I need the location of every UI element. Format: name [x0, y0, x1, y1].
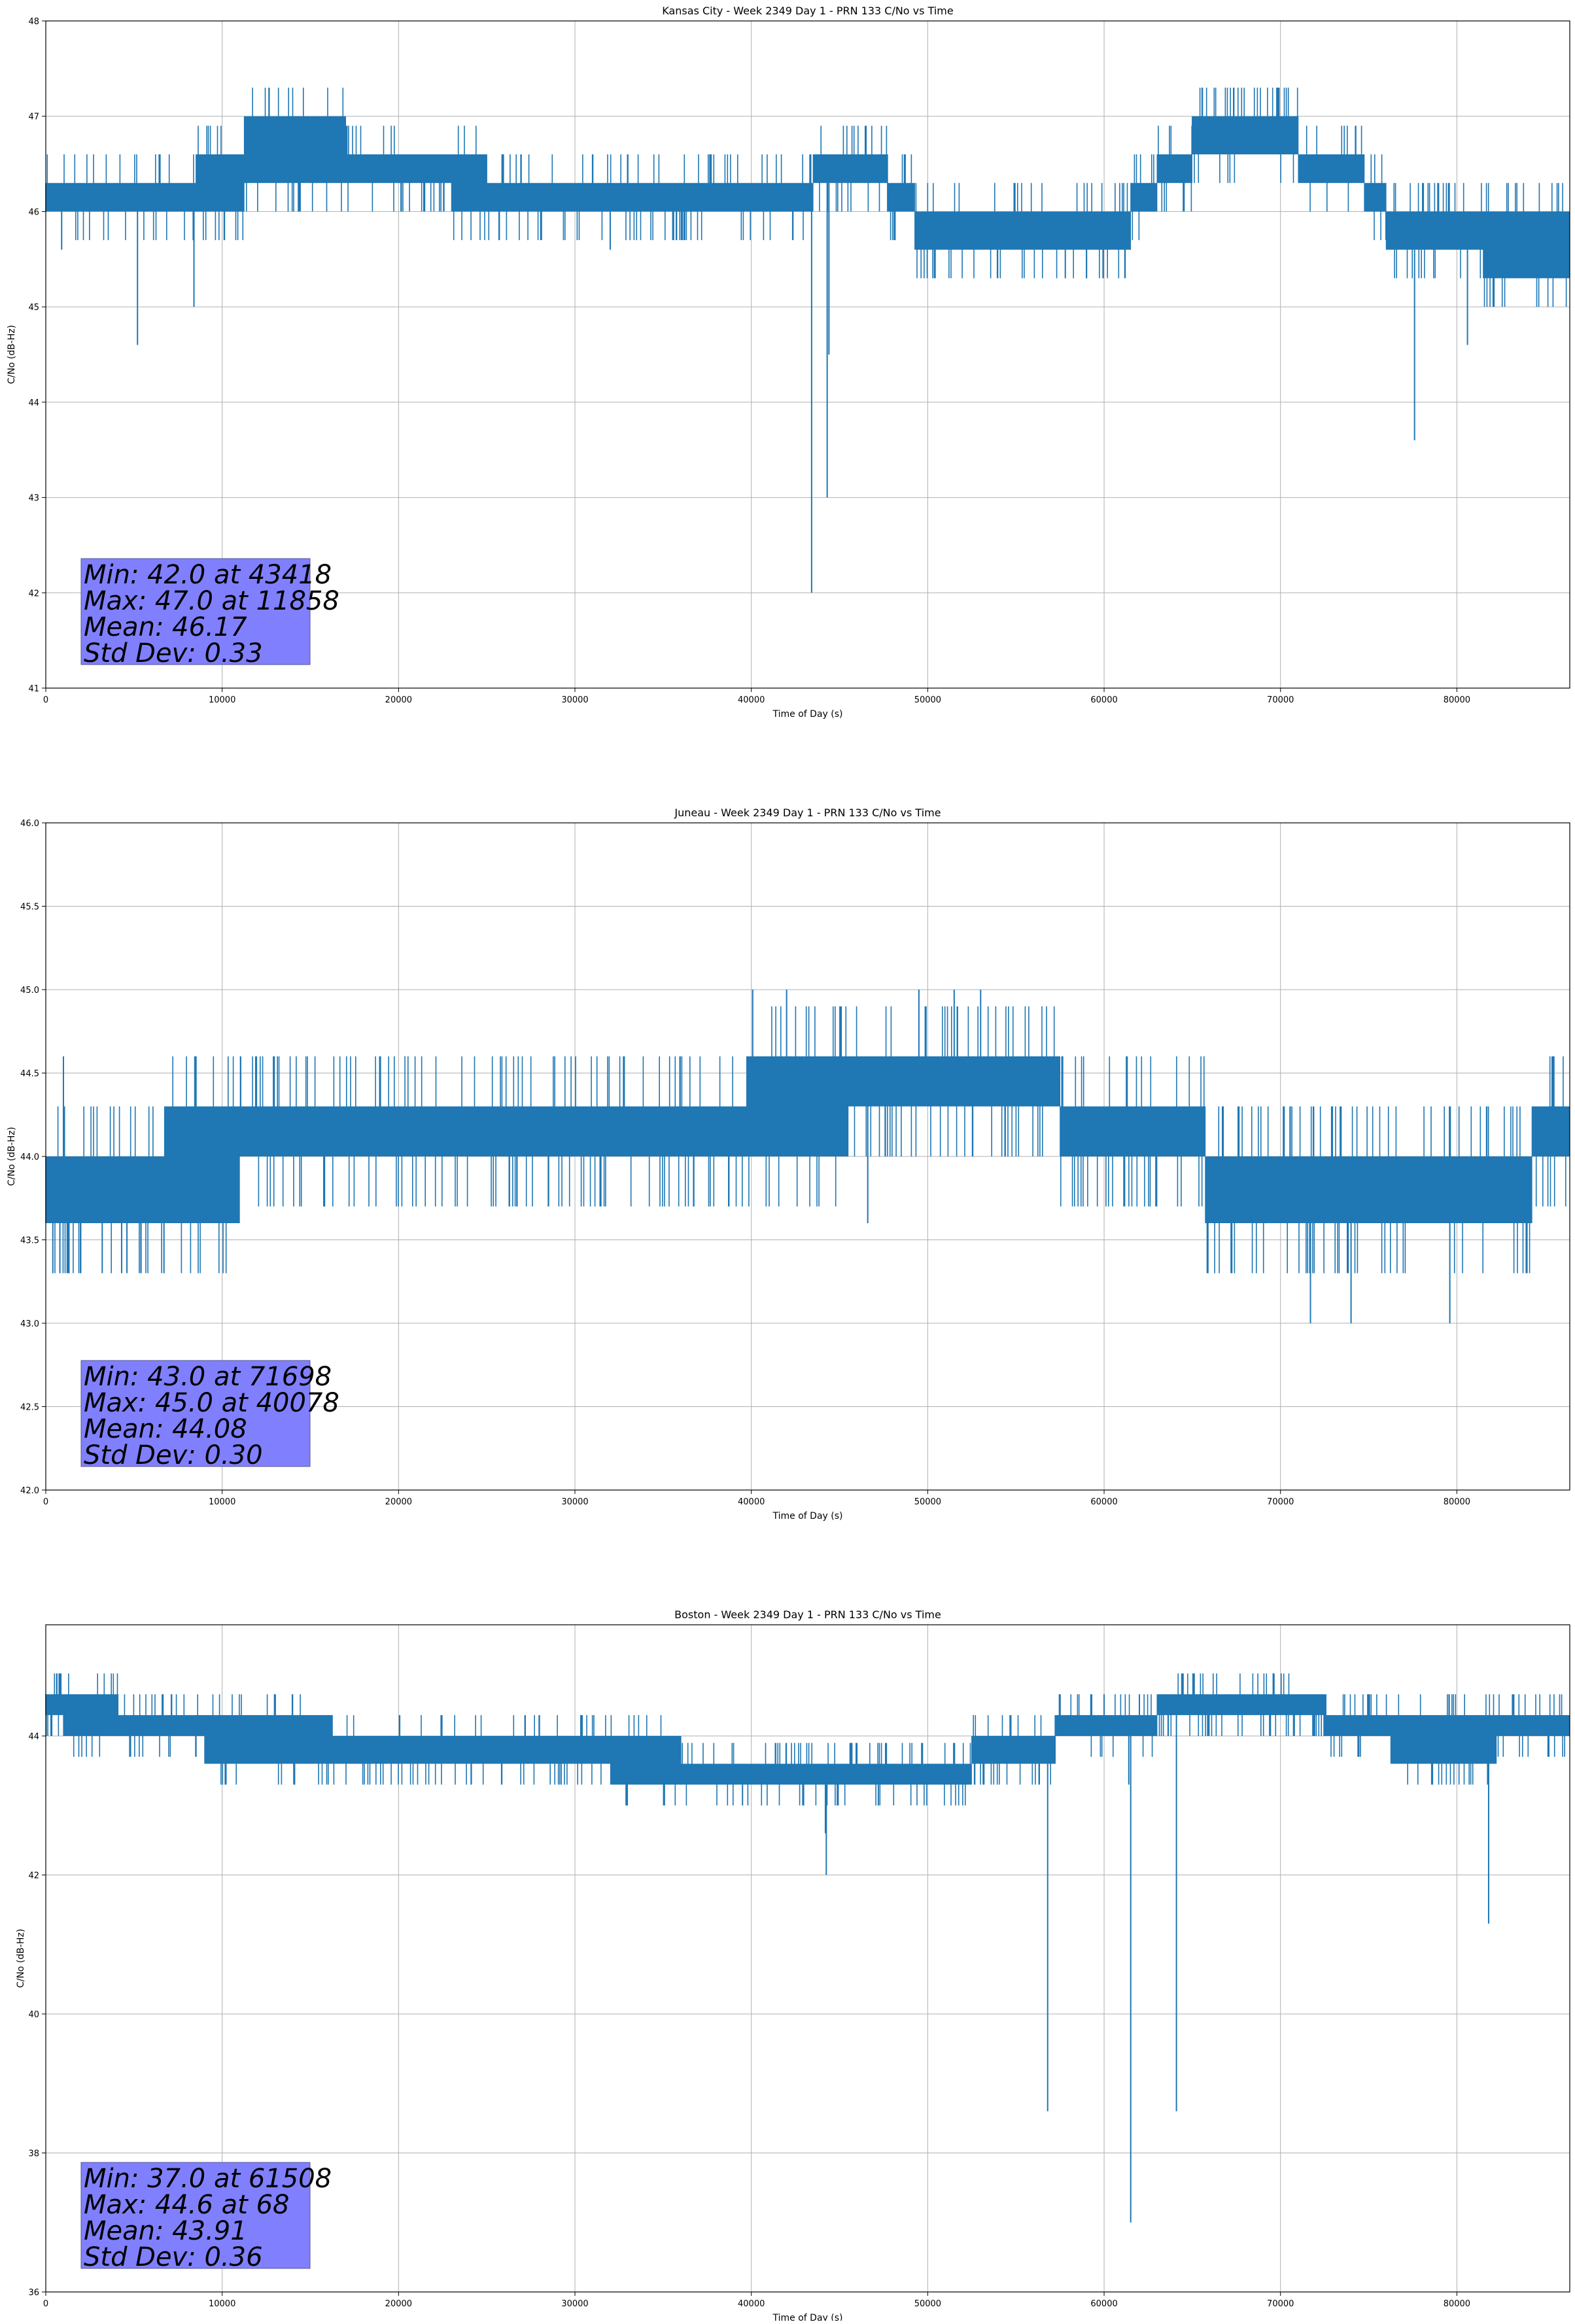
x-tick-label: 50000: [914, 1497, 941, 1507]
stats-line: Min: 42.0 at 43418: [84, 560, 332, 590]
chart-panel-3: 0 10000 20000 30000 40000 50000 60000 70000 8000…: [16, 1608, 1570, 2323]
x-tick-label: 0: [43, 695, 48, 705]
stats-line: Min: 37.0 at 61508: [84, 2164, 332, 2194]
x-tick-label: 10000: [209, 1497, 235, 1507]
x-axis-label: Time of Day (s): [772, 709, 843, 720]
y-tick-label: 46.0: [20, 819, 39, 829]
x-tick-label: 30000: [561, 1497, 588, 1507]
y-tick-label: 48: [28, 17, 39, 27]
stats-line: Min: 43.0 at 71698: [84, 1362, 332, 1392]
y-axis-label: C/No (dB-Hz): [16, 1929, 26, 1988]
x-tick-label: 80000: [1444, 2299, 1470, 2309]
y-tick-label: 45.0: [20, 986, 39, 996]
x-tick-label: 70000: [1267, 695, 1294, 705]
y-tick-label: 47: [28, 113, 39, 122]
x-axis-label: Time of Day (s): [772, 1511, 843, 1521]
y-tick-label: 46: [28, 207, 39, 217]
x-tick-label: 40000: [738, 1497, 765, 1507]
stats-box: [80, 558, 311, 665]
x-tick-label: 60000: [1090, 1497, 1117, 1507]
y-tick-label: 45: [28, 303, 39, 313]
y-tick-label: 43.5: [20, 1236, 39, 1246]
x-tick-label: 50000: [914, 2299, 941, 2309]
y-tick-label: 36: [28, 2288, 39, 2298]
chart-panel-1: 0 10000 20000 30000 40000 50000 60000 70000 8000…: [7, 5, 1570, 720]
x-tick-label: 30000: [561, 695, 588, 705]
x-tick-label: 0: [43, 2299, 48, 2309]
stats-line: Max: 47.0 at 11858: [84, 586, 339, 616]
stats-line: Max: 44.6 at 68: [84, 2190, 289, 2220]
y-tick-label: 43.0: [20, 1319, 39, 1329]
x-tick-label: 60000: [1090, 2299, 1117, 2309]
y-tick-label: 44.0: [20, 1153, 39, 1162]
x-tick-label: 40000: [738, 695, 765, 705]
stats-box: [80, 1360, 311, 1467]
stats-line: Mean: 44.08: [84, 1414, 247, 1444]
x-axis-label: Time of Day (s): [772, 2313, 843, 2321]
stats-box: [80, 2162, 311, 2269]
y-tick-label: 40: [28, 2010, 39, 2020]
y-axis-label: C/No (dB-Hz): [7, 1127, 17, 1186]
chart-title: Boston - Week 2349 Day 1 - PRN 133 C/No …: [674, 1608, 941, 1621]
x-tick-label: 60000: [1090, 695, 1117, 705]
y-tick-label: 43: [28, 494, 39, 504]
x-tick-label: 30000: [561, 2299, 588, 2309]
x-tick-label: 70000: [1267, 2299, 1294, 2309]
x-tick-label: 20000: [385, 695, 412, 705]
stats-line: Std Dev: 0.36: [84, 2242, 263, 2272]
y-tick-label: 45.5: [20, 903, 39, 912]
x-tick-label: 80000: [1444, 695, 1470, 705]
x-tick-label: 10000: [209, 2299, 235, 2309]
chart-title: Kansas City - Week 2349 Day 1 - PRN 133 …: [662, 5, 953, 17]
x-tick-label: 50000: [914, 695, 941, 705]
axes-frame: [45, 1624, 1570, 2293]
axes-frame: [45, 20, 1570, 689]
stats-line: Std Dev: 0.30: [84, 1440, 263, 1470]
x-tick-label: 10000: [209, 695, 235, 705]
y-tick-label: 44: [28, 1732, 39, 1742]
stats-line: Std Dev: 0.33: [84, 638, 263, 668]
y-axis-label: C/No (dB-Hz): [7, 325, 17, 384]
chart-title: Juneau - Week 2349 Day 1 - PRN 133 C/No …: [674, 806, 941, 819]
y-tick-label: 41: [28, 684, 39, 694]
y-tick-label: 42: [28, 1871, 39, 1881]
y-tick-label: 42.0: [20, 1486, 39, 1496]
x-tick-label: 70000: [1267, 1497, 1294, 1507]
x-tick-label: 20000: [385, 1497, 412, 1507]
x-tick-label: 40000: [738, 2299, 765, 2309]
y-tick-label: 42: [28, 589, 39, 598]
y-tick-label: 42.5: [20, 1403, 39, 1413]
chart-panel-2: 0 10000 20000 30000 40000 50000 60000 70000 8000…: [7, 806, 1570, 1521]
x-tick-label: 0: [43, 1497, 48, 1507]
y-tick-label: 44.5: [20, 1069, 39, 1079]
x-tick-label: 20000: [385, 2299, 412, 2309]
x-tick-label: 80000: [1444, 1497, 1470, 1507]
y-tick-label: 38: [28, 2149, 39, 2159]
y-tick-label: 44: [28, 398, 39, 408]
stats-line: Mean: 46.17: [84, 612, 247, 642]
stats-line: Max: 45.0 at 40078: [84, 1388, 339, 1418]
stats-line: Mean: 43.91: [84, 2216, 247, 2246]
